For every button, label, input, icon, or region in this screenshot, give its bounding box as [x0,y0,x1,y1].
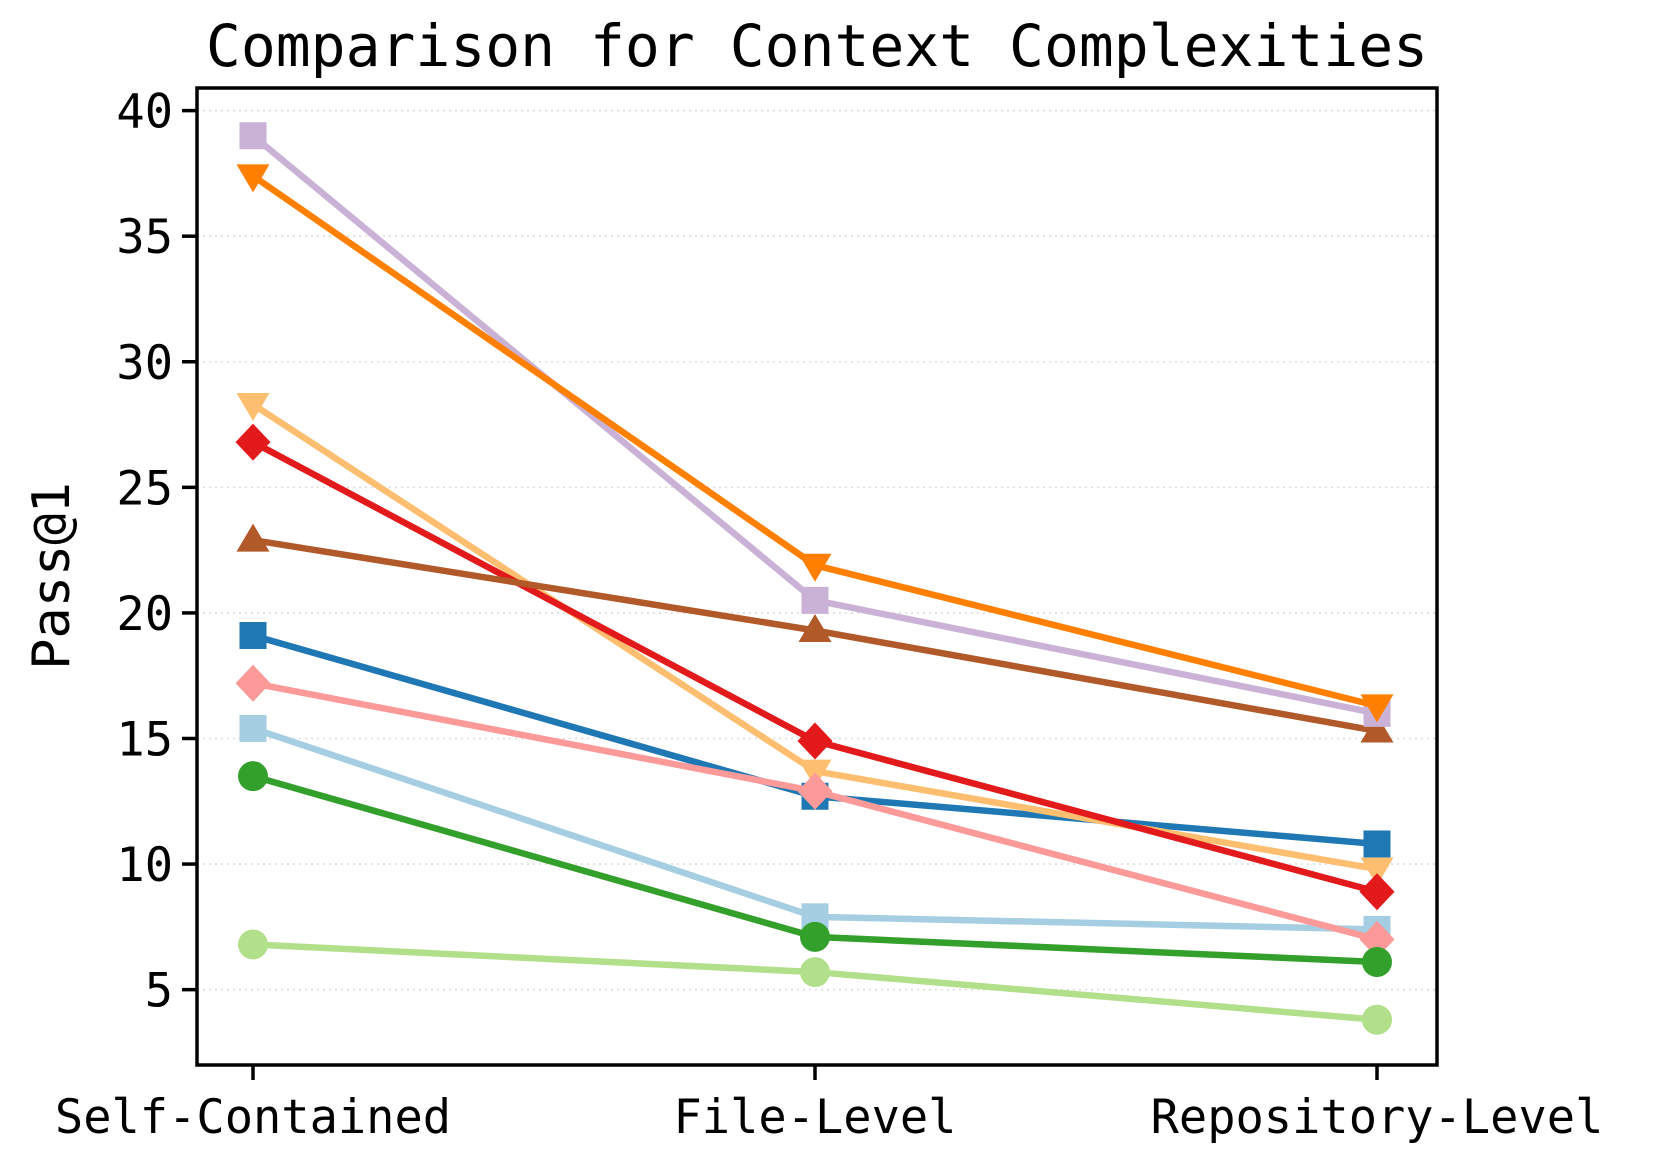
marker-pink-diamond [797,772,833,810]
marker-light-green-circle [238,929,268,960]
marker-light-green-circle [1362,1004,1392,1035]
y-tick-label: 25 [116,461,173,516]
marker-lavender-square [801,586,829,614]
marker-lavender-square [239,122,267,150]
marker-orange-triangle-down [236,164,270,193]
marker-light-green-circle [800,957,830,988]
x-tick-label: Self-Contained [55,1090,451,1145]
y-tick-label: 20 [116,587,173,642]
marker-brown-triangle-up [236,523,270,552]
y-tick-label: 15 [116,712,173,767]
marker-green-circle [1362,947,1392,978]
marker-blue-square [1363,830,1391,858]
marker-blue-square [239,622,267,650]
marker-red-diamond [235,423,271,461]
y-tick-label: 35 [116,210,173,265]
y-tick-label: 30 [116,336,173,391]
x-tick-label: File-Level [674,1090,957,1145]
y-tick-label: 40 [116,85,173,140]
x-tick-label: Repository-Level [1151,1090,1604,1145]
y-tick-label: 10 [116,838,173,893]
marker-pink-diamond [235,664,271,702]
marker-green-circle [238,761,268,792]
marker-red-diamond [797,722,833,760]
y-tick-label: 5 [145,964,173,1019]
marker-light-blue-square [239,714,267,742]
series-line-pink-diamond [252,680,1378,943]
marker-sandy-triangle-down [1360,857,1394,886]
marker-pink-diamond [1359,920,1395,958]
chart-title: Comparison for Context Complexities [205,12,1429,80]
marker-orange-triangle-down [798,553,832,582]
marker-red-diamond [1359,873,1395,911]
marker-green-circle [800,921,830,952]
marker-orange-triangle-down [1360,694,1394,723]
marker-brown-triangle-up [798,613,832,642]
marker-sandy-triangle-down [236,392,270,421]
axis-frame [195,86,1439,1067]
marker-brown-triangle-up [1360,714,1394,743]
